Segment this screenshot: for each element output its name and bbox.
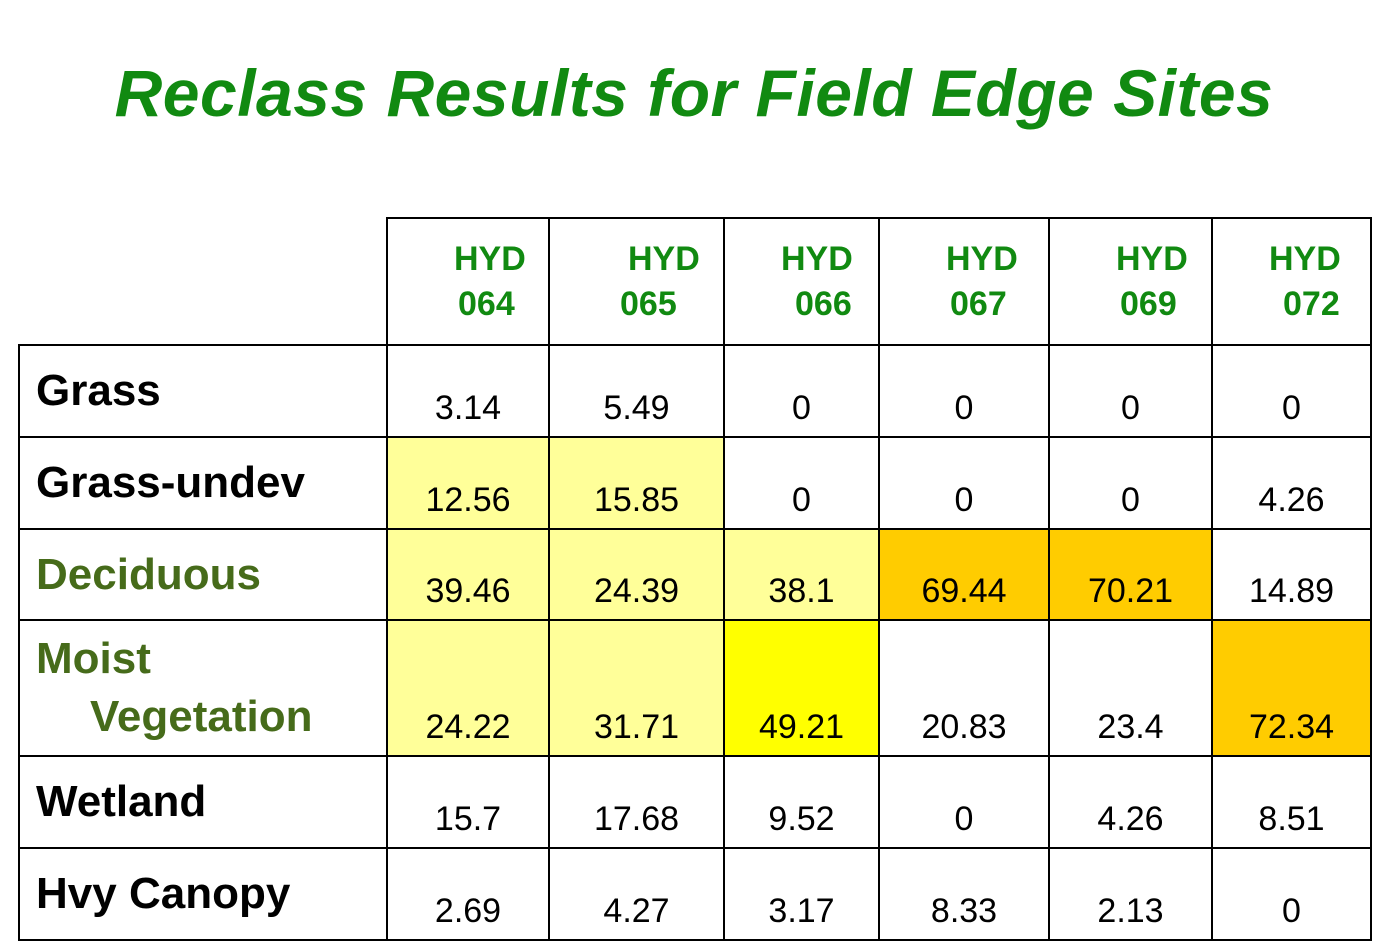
row-label: Hvy Canopy bbox=[18, 847, 388, 941]
table-cell: 12.56 bbox=[386, 436, 550, 530]
table-row: Moist Vegetation 24.22 31.71 49.21 20.83… bbox=[18, 619, 1372, 757]
table-cell: 8.33 bbox=[878, 847, 1050, 941]
row-label: Grass-undev bbox=[18, 436, 388, 530]
table-cell: 49.21 bbox=[723, 619, 880, 757]
column-header: HYD 064 bbox=[386, 217, 550, 346]
table-cell: 0 bbox=[878, 344, 1050, 438]
table-cell: 0 bbox=[1211, 344, 1372, 438]
row-label: Moist Vegetation bbox=[18, 619, 388, 757]
row-label: Grass bbox=[18, 344, 388, 438]
table-cell: 24.39 bbox=[548, 528, 725, 621]
table-cell: 70.21 bbox=[1048, 528, 1213, 621]
table-cell: 0 bbox=[878, 436, 1050, 530]
table-cell: 4.26 bbox=[1211, 436, 1372, 530]
table-cell: 0 bbox=[1048, 344, 1213, 438]
table-cell: 4.27 bbox=[548, 847, 725, 941]
table-cell: 9.52 bbox=[723, 755, 880, 849]
table-cell: 0 bbox=[878, 755, 1050, 849]
table-cell: 31.71 bbox=[548, 619, 725, 757]
table-cell: 0 bbox=[1048, 436, 1213, 530]
table-row: Hvy Canopy 2.69 4.27 3.17 8.33 2.13 0 bbox=[18, 847, 1372, 941]
page-title: Reclass Results for Field Edge Sites bbox=[114, 56, 1274, 130]
table-row: Wetland 15.7 17.68 9.52 0 4.26 8.51 bbox=[18, 755, 1372, 849]
table-cell: 15.85 bbox=[548, 436, 725, 530]
table-cell: 3.14 bbox=[386, 344, 550, 438]
column-header: HYD 072 bbox=[1211, 217, 1372, 346]
table-cell: 14.89 bbox=[1211, 528, 1372, 621]
table-cell: 4.26 bbox=[1048, 755, 1213, 849]
column-header: HYD 067 bbox=[878, 217, 1050, 346]
table-cell: 2.13 bbox=[1048, 847, 1213, 941]
table-cell: 20.83 bbox=[878, 619, 1050, 757]
results-table: HYD 064 HYD 065 HYD 066 HYD 067 HYD 069 … bbox=[18, 217, 1372, 941]
row-label: Deciduous bbox=[18, 528, 388, 621]
column-header: HYD 066 bbox=[723, 217, 880, 346]
row-label-line2: Vegetation bbox=[90, 692, 313, 741]
table-row: Deciduous 39.46 24.39 38.1 69.44 70.21 1… bbox=[18, 528, 1372, 621]
table-cell: 0 bbox=[723, 344, 880, 438]
corner-cell bbox=[19, 218, 388, 346]
column-header: HYD 065 bbox=[548, 217, 725, 346]
table-cell: 0 bbox=[1211, 847, 1372, 941]
table-cell: 38.1 bbox=[723, 528, 880, 621]
table-cell: 39.46 bbox=[386, 528, 550, 621]
row-label-line1: Moist bbox=[36, 634, 151, 683]
table-cell: 17.68 bbox=[548, 755, 725, 849]
table-cell: 0 bbox=[723, 436, 880, 530]
column-header: HYD 069 bbox=[1048, 217, 1213, 346]
table-cell: 24.22 bbox=[386, 619, 550, 757]
header-row: HYD 064 HYD 065 HYD 066 HYD 067 HYD 069 … bbox=[19, 217, 1372, 346]
table-cell: 69.44 bbox=[878, 528, 1050, 621]
table-cell: 2.69 bbox=[386, 847, 550, 941]
table-cell: 3.17 bbox=[723, 847, 880, 941]
table-cell: 8.51 bbox=[1211, 755, 1372, 849]
row-label: Wetland bbox=[18, 755, 388, 849]
table-cell: 72.34 bbox=[1211, 619, 1372, 757]
table-row: Grass 3.14 5.49 0 0 0 0 bbox=[18, 344, 1372, 438]
table-cell: 5.49 bbox=[548, 344, 725, 438]
table-cell: 23.4 bbox=[1048, 619, 1213, 757]
table-row: Grass-undev 12.56 15.85 0 0 0 4.26 bbox=[18, 436, 1372, 530]
table-cell: 15.7 bbox=[386, 755, 550, 849]
